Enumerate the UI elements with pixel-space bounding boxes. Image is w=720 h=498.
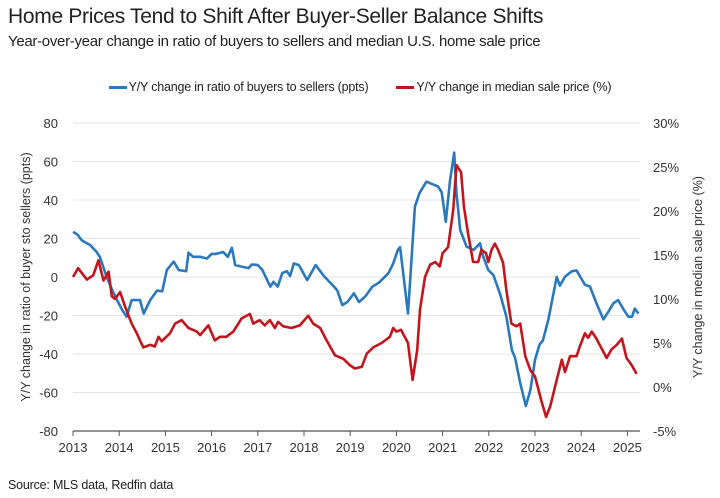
y-left-tick-label: 80 (44, 116, 58, 131)
x-tick-label: 2019 (336, 440, 365, 455)
y-right-tick-label: 20% (653, 204, 679, 219)
x-tick-label: 2014 (105, 440, 134, 455)
x-tick-label: 2023 (521, 440, 550, 455)
x-tick-label: 2015 (151, 440, 180, 455)
source-note: Source: MLS data, Redfin data (8, 478, 174, 492)
y-right-tick-label: -5% (653, 424, 677, 439)
legend: Y/Y change in ratio of buyers to sellers… (0, 80, 720, 94)
series-line-buyers-ratio (72, 151, 640, 408)
x-tick-label: 2022 (474, 440, 503, 455)
y-left-tick-label: 60 (44, 155, 58, 170)
x-tick-label: 2013 (59, 440, 88, 455)
legend-item-buyers: Y/Y change in ratio of buyers to sellers… (108, 80, 369, 94)
x-tick-label: 2025 (613, 440, 642, 455)
x-tick-label: 2018 (290, 440, 319, 455)
y-left-tick-label: -60 (39, 386, 58, 401)
legend-swatch-price (396, 85, 415, 89)
legend-swatch-buyers (108, 85, 127, 89)
x-tick-label: 2017 (243, 440, 272, 455)
chart-title: Home Prices Tend to Shift After Buyer-Se… (8, 5, 544, 28)
x-tick-label: 2024 (567, 440, 596, 455)
y-left-tick-label: -40 (39, 347, 58, 362)
y-right-tick-label: 5% (653, 336, 672, 351)
y-left-tick-label: -80 (39, 424, 58, 439)
x-tick-label: 2021 (428, 440, 457, 455)
y-left-tick-label: -20 (39, 309, 58, 324)
y-right-tick-label: 15% (653, 248, 679, 263)
legend-item-price: Y/Y change in median sale price (%) (396, 80, 612, 94)
y-left-tick-label: 40 (44, 193, 58, 208)
y-right-tick-label: 10% (653, 292, 679, 307)
x-tick-label: 2020 (382, 440, 411, 455)
series-line-median-price (71, 163, 638, 419)
y-left-axis-title: Y/Y change in ratio of buyer sto sellers… (19, 152, 33, 401)
legend-label-buyers: Y/Y change in ratio of buyers to sellers… (128, 80, 369, 94)
y-left-tick-label: 0 (51, 270, 58, 285)
legend-label-price: Y/Y change in median sale price (%) (416, 80, 612, 94)
y-left-tick-label: 20 (44, 232, 58, 247)
x-tick-label: 2016 (197, 440, 226, 455)
y-right-tick-label: 25% (653, 160, 679, 175)
y-right-axis-title: Y/Y change in median sale price (%) (691, 176, 705, 378)
chart-subtitle: Year-over-year change in ratio of buyers… (8, 33, 541, 50)
y-right-tick-label: 0% (653, 380, 672, 395)
y-right-tick-label: 30% (653, 116, 679, 131)
